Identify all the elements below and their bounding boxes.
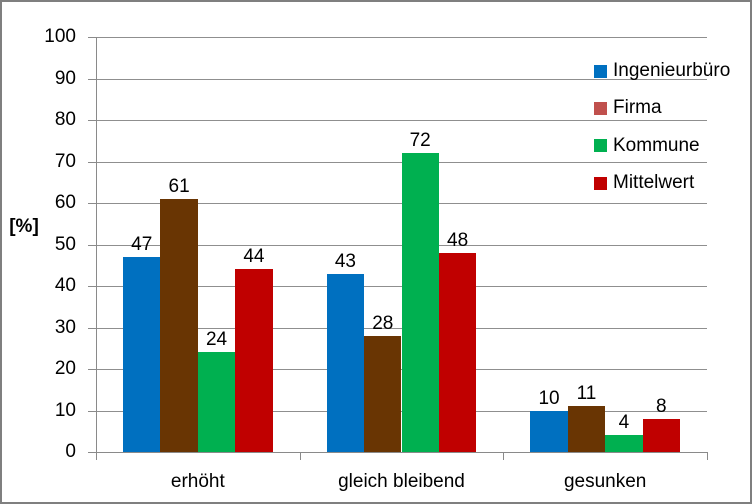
y-tick-label: 70 bbox=[54, 150, 76, 172]
y-tick-label: 10 bbox=[54, 399, 76, 421]
x-tick bbox=[503, 452, 505, 460]
category-label: erhöht bbox=[170, 471, 225, 492]
bar bbox=[567, 406, 606, 452]
x-tick bbox=[707, 452, 708, 460]
category-label: gesunken bbox=[563, 471, 647, 492]
bar bbox=[605, 435, 643, 452]
y-tick-label: 80 bbox=[54, 109, 76, 130]
x-tick bbox=[299, 452, 301, 460]
x-tick bbox=[96, 452, 97, 460]
category-label: gleich bleibend bbox=[338, 471, 465, 492]
y-tick bbox=[88, 78, 96, 80]
bar bbox=[642, 418, 680, 452]
bar-value-label: 10 bbox=[538, 387, 560, 409]
gridline bbox=[96, 37, 707, 38]
bar-value-label: 24 bbox=[205, 329, 228, 351]
y-tick-label: 40 bbox=[54, 275, 76, 296]
legend-label: Kommune bbox=[613, 134, 700, 156]
bar bbox=[123, 256, 161, 452]
bar bbox=[438, 252, 477, 452]
bar-value-label: 44 bbox=[243, 246, 265, 268]
bar bbox=[235, 269, 273, 452]
bar-value-label: 28 bbox=[372, 312, 394, 334]
legend-item: Kommune bbox=[594, 133, 700, 159]
legend-item: Mittelwert bbox=[594, 170, 694, 196]
y-axis-unit-label: [%] bbox=[9, 216, 39, 237]
y-tick bbox=[88, 244, 96, 246]
y-tick bbox=[88, 120, 96, 121]
bar bbox=[401, 153, 439, 452]
bar bbox=[364, 335, 402, 452]
legend-swatch bbox=[594, 176, 607, 190]
bar bbox=[530, 410, 568, 452]
y-tick bbox=[88, 452, 96, 453]
bar-value-label: 47 bbox=[131, 233, 153, 255]
y-tick-label: 90 bbox=[54, 67, 76, 89]
bar-value-label: 43 bbox=[334, 250, 356, 272]
bar-value-label: 8 bbox=[655, 395, 667, 417]
legend-swatch bbox=[594, 101, 607, 115]
legend-label: Ingenieurbüro bbox=[613, 60, 731, 81]
legend-label: Firma bbox=[613, 97, 662, 119]
y-tick bbox=[88, 327, 96, 329]
legend-swatch bbox=[594, 64, 607, 78]
bar-value-label: 72 bbox=[409, 130, 431, 152]
legend-item: Ingenieurbüro bbox=[594, 58, 730, 84]
legend-label: Mittelwert bbox=[613, 172, 695, 194]
y-tick-label: 100 bbox=[44, 26, 76, 47]
bar bbox=[197, 352, 236, 452]
y-tick bbox=[88, 203, 96, 204]
bar-value-label: 4 bbox=[618, 412, 630, 434]
y-tick-label: 0 bbox=[65, 441, 76, 462]
y-tick bbox=[88, 410, 96, 412]
bar bbox=[160, 198, 198, 452]
legend-item: Firma bbox=[594, 95, 662, 121]
bar-value-label: 61 bbox=[168, 175, 190, 197]
bar bbox=[326, 273, 365, 452]
x-axis-line bbox=[96, 452, 707, 453]
gridline bbox=[96, 120, 707, 121]
bar-value-label: 48 bbox=[447, 229, 469, 251]
y-tick-label: 60 bbox=[54, 192, 76, 213]
y-axis-line bbox=[96, 37, 97, 460]
y-tick-label: 20 bbox=[54, 358, 76, 379]
legend-swatch bbox=[594, 139, 607, 153]
bar-value-label: 11 bbox=[576, 383, 597, 405]
y-tick-label: 50 bbox=[54, 233, 76, 255]
y-tick bbox=[88, 286, 96, 287]
y-tick-label: 30 bbox=[54, 316, 76, 338]
gridline bbox=[96, 78, 707, 80]
y-tick bbox=[88, 161, 96, 163]
y-tick bbox=[88, 369, 96, 370]
y-tick bbox=[88, 37, 96, 38]
